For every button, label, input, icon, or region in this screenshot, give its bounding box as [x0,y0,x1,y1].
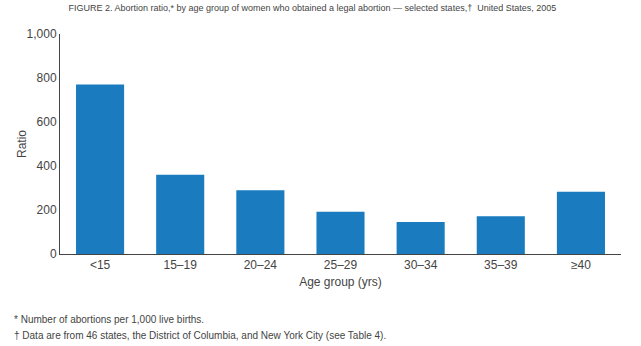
svg-text:600: 600 [37,115,57,129]
svg-text:800: 800 [37,71,57,85]
svg-text:≥40: ≥40 [571,258,591,272]
svg-text:400: 400 [37,159,57,173]
svg-text:25–29: 25–29 [324,258,358,272]
svg-text:Age group (yrs): Age group (yrs) [299,275,382,289]
svg-text:15–19: 15–19 [164,258,198,272]
svg-text:† Data are from 46 states, the: † Data are from 46 states, the District … [14,330,386,341]
svg-text:200: 200 [37,203,57,217]
svg-text:20–24: 20–24 [244,258,278,272]
svg-text:* Number of abortions per 1,00: * Number of abortions per 1,000 live bir… [14,314,204,325]
svg-text:FIGURE 2. Abortion ratio,* by: FIGURE 2. Abortion ratio,* by age group … [68,3,556,13]
svg-text:30–34: 30–34 [404,258,438,272]
svg-text:Ratio: Ratio [15,130,29,158]
svg-text:1,000: 1,000 [27,27,57,41]
svg-text:<15: <15 [90,258,111,272]
svg-text:0: 0 [50,247,57,261]
svg-text:35–39: 35–39 [484,258,518,272]
